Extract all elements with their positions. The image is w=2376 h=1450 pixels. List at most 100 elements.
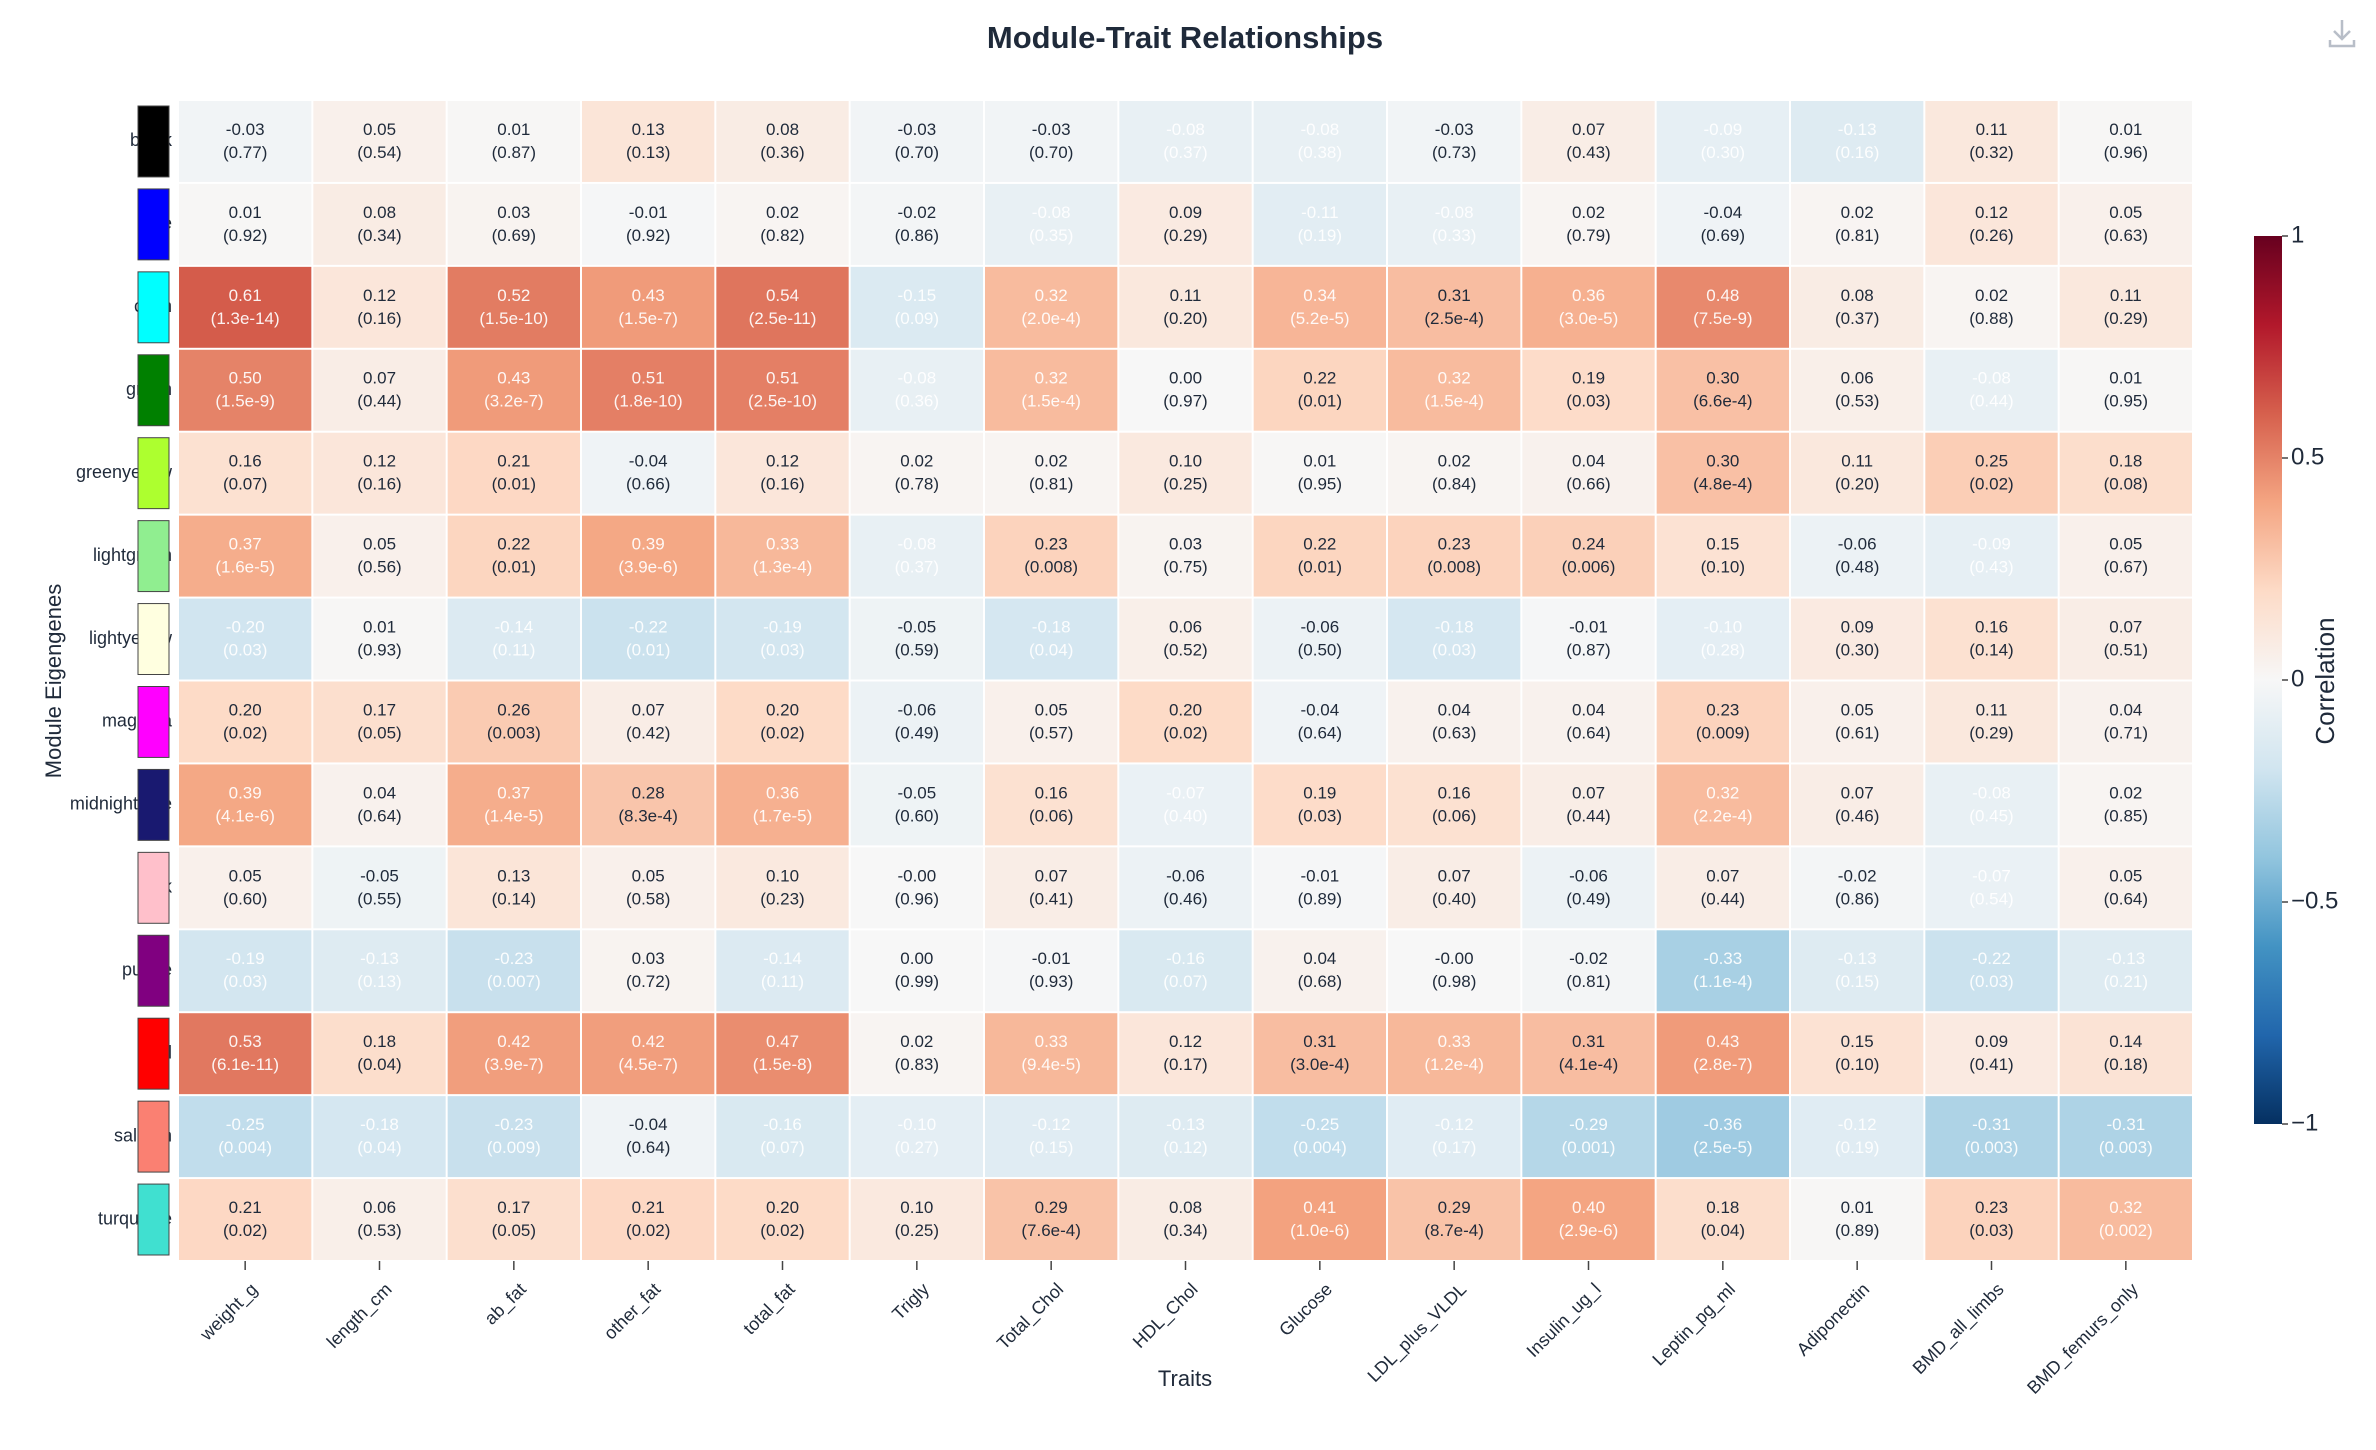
- cell-p-label: (0.37): [1835, 309, 1879, 328]
- heatmap-cell: [1522, 847, 1655, 929]
- cell-value-label: -0.08: [897, 535, 936, 554]
- heatmap-cell: [179, 847, 312, 929]
- x-tick-label: other_fat: [600, 1279, 665, 1344]
- cell-p-label: (0.02): [223, 723, 267, 742]
- heatmap-cell: [1522, 930, 1655, 1012]
- cell-value-label: -0.22: [1972, 949, 2011, 968]
- cell-value-label: 0.01: [1303, 452, 1336, 471]
- cell-value-label: -0.13: [1838, 120, 1877, 139]
- cell-value-label: 0.09: [1841, 618, 1874, 637]
- cell-value-label: -0.15: [897, 286, 936, 305]
- cell-p-label: (0.36): [895, 392, 939, 411]
- cell-p-label: (0.02): [760, 1221, 804, 1240]
- cell-value-label: -0.08: [1972, 783, 2011, 802]
- heatmap-cell: [1522, 266, 1655, 348]
- heatmap-cell: [1522, 1179, 1655, 1260]
- cell-p-label: (0.13): [626, 143, 670, 162]
- cell-value-label: 0.11: [2110, 286, 2142, 305]
- heatmap-cell: [1119, 101, 1252, 182]
- cell-value-label: 0.02: [1572, 203, 1605, 222]
- heatmap-cell: [582, 930, 715, 1012]
- cell-value-label: 0.51: [632, 369, 665, 388]
- cell-value-label: 0.23: [1438, 535, 1471, 554]
- cell-p-label: (0.01): [1298, 558, 1342, 577]
- heatmap-cell: [1656, 515, 1789, 597]
- cell-p-label: (0.88): [1969, 309, 2013, 328]
- heatmap-cell: [447, 764, 580, 846]
- heatmap-cell: [1119, 681, 1252, 763]
- cell-p-label: (7.6e-4): [1021, 1221, 1081, 1240]
- cell-value-label: 0.36: [1572, 286, 1605, 305]
- cell-value-label: -0.03: [1435, 120, 1474, 139]
- cell-value-label: 0.11: [1841, 452, 1873, 471]
- heatmap-cell: [1388, 847, 1521, 929]
- y-axis-title: Module Eigengenes: [41, 584, 66, 778]
- download-icon[interactable]: [2328, 20, 2356, 48]
- heatmap-cell: [1791, 101, 1924, 182]
- cell-value-label: 0.07: [1706, 866, 1739, 885]
- cell-value-label: 0.32: [1706, 783, 1739, 802]
- module-swatch: [137, 934, 170, 1007]
- cell-p-label: (0.11): [492, 641, 535, 660]
- heatmap-cell: [850, 681, 983, 763]
- cell-p-label: (0.79): [1566, 226, 1610, 245]
- cell-p-label: (1.8e-10): [614, 392, 683, 411]
- heatmap-cell: [582, 598, 715, 680]
- heatmap-cell: [716, 1096, 849, 1178]
- cell-value-label: 0.25: [1975, 452, 2008, 471]
- cell-p-label: (0.83): [895, 1055, 939, 1074]
- heatmap-cell: [1253, 101, 1386, 182]
- heatmap-cell: [1253, 930, 1386, 1012]
- cell-p-label: (0.03): [223, 972, 267, 991]
- cell-value-label: -0.18: [360, 1115, 399, 1134]
- cell-value-label: -0.02: [1569, 949, 1608, 968]
- heatmap-cell: [313, 1179, 446, 1260]
- cell-p-label: (0.10): [1701, 558, 1745, 577]
- cell-p-label: (2.8e-7): [1693, 1055, 1753, 1074]
- heatmap-cell: [985, 1096, 1118, 1178]
- heatmap-cell: [1119, 1013, 1252, 1095]
- heatmap-cell: [313, 266, 446, 348]
- heatmap-cell: [582, 515, 715, 597]
- cell-p-label: (0.16): [760, 475, 804, 494]
- cell-p-label: (0.96): [2104, 143, 2148, 162]
- heatmap-cell: [1791, 681, 1924, 763]
- cell-value-label: 0.20: [766, 1198, 799, 1217]
- cell-value-label: 0.33: [766, 535, 799, 554]
- cell-value-label: -0.04: [629, 452, 668, 471]
- cell-p-label: (0.08): [2104, 475, 2148, 494]
- cell-value-label: 0.12: [363, 286, 396, 305]
- heatmap-cell: [1253, 598, 1386, 680]
- cell-p-label: (0.87): [1566, 641, 1610, 660]
- cell-value-label: -0.06: [1300, 618, 1339, 637]
- heatmap-cell: [447, 681, 580, 763]
- cell-value-label: 0.51: [766, 369, 799, 388]
- heatmap-cell: [1656, 847, 1789, 929]
- cell-value-label: -0.31: [1972, 1115, 2011, 1134]
- cell-value-label: 0.02: [1841, 203, 1874, 222]
- heatmap-cell: [313, 847, 446, 929]
- heatmap-cell: [985, 101, 1118, 182]
- heatmap-cell: [313, 101, 446, 182]
- x-axis-title: Traits: [1158, 1366, 1212, 1391]
- module-swatch: [137, 1183, 170, 1256]
- cell-value-label: 0.07: [1572, 120, 1605, 139]
- module-swatch: [137, 1017, 170, 1090]
- cell-p-label: (0.008): [1427, 558, 1481, 577]
- cell-p-label: (0.44): [1566, 806, 1610, 825]
- heatmap-cell: [1388, 349, 1521, 431]
- cell-value-label: 0.07: [1841, 783, 1874, 802]
- heatmap-cell: [716, 598, 849, 680]
- cell-value-label: 0.07: [2109, 618, 2142, 637]
- cell-value-label: -0.10: [897, 1115, 936, 1134]
- cell-p-label: (0.64): [2104, 889, 2148, 908]
- heatmap-cell: [1656, 183, 1789, 265]
- cell-p-label: (2.0e-4): [1021, 309, 1081, 328]
- cell-p-label: (0.29): [1969, 723, 2013, 742]
- heatmap-cell: [716, 349, 849, 431]
- cell-value-label: -0.06: [1569, 866, 1608, 885]
- heatmap-cell: [2059, 266, 2192, 348]
- cell-p-label: (0.003): [487, 723, 541, 742]
- cell-value-label: -0.08: [1435, 203, 1474, 222]
- cell-value-label: -0.00: [897, 866, 936, 885]
